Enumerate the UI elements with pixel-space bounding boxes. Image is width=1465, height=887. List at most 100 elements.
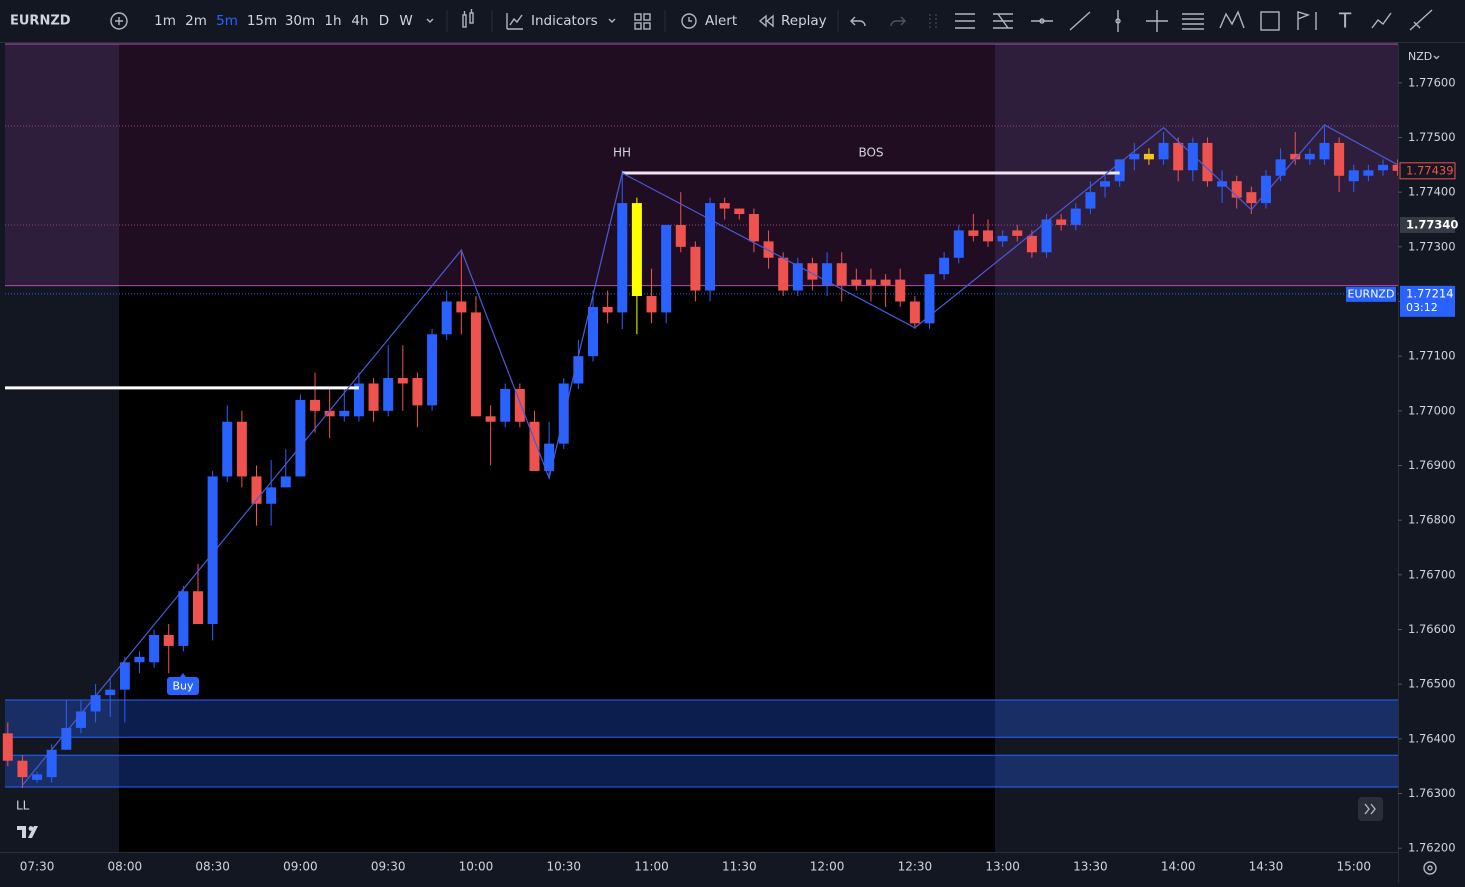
axis-labels: 1.776001.775001.774001.773001.772001.771… xyxy=(20,75,1459,873)
candle-body xyxy=(705,203,716,291)
scroll-button[interactable] xyxy=(1358,797,1383,821)
candle-body xyxy=(544,443,555,471)
y-tick-label: 1.76700 xyxy=(1408,567,1456,581)
candle-body xyxy=(1056,219,1067,225)
candle-body xyxy=(880,279,891,286)
candle-body xyxy=(1217,181,1228,187)
candle-body xyxy=(514,388,525,422)
y-tick-label: 1.77100 xyxy=(1408,349,1456,363)
logo[interactable] xyxy=(17,826,38,838)
redo[interactable] xyxy=(890,16,906,27)
drawing-tools[interactable]: T xyxy=(929,9,1433,33)
undo[interactable] xyxy=(850,16,866,27)
candle-body xyxy=(1173,142,1184,171)
candle-body xyxy=(1275,159,1286,176)
interval-menu[interactable] xyxy=(426,18,434,23)
candle-body xyxy=(1114,159,1125,182)
interval[interactable]: 4h xyxy=(351,13,368,29)
candle-body xyxy=(631,203,642,297)
last-price-label: 1.77214 xyxy=(1406,286,1454,300)
candle-body xyxy=(675,224,686,247)
close-badge xyxy=(1399,162,1456,180)
candle-body xyxy=(2,733,13,761)
chart-style[interactable] xyxy=(462,9,474,28)
y-tick-label: 1.76200 xyxy=(1408,841,1456,855)
candle-body xyxy=(924,274,935,324)
candle-body xyxy=(383,378,394,411)
buy-label: Buy xyxy=(172,680,194,693)
candle-body xyxy=(222,421,233,477)
candle-body xyxy=(763,241,774,258)
interval[interactable]: 1h xyxy=(324,13,341,29)
x-tick-label: 10:30 xyxy=(546,860,581,874)
button-label: Replay xyxy=(781,13,827,29)
indicators-menu[interactable] xyxy=(608,18,616,23)
x-tick-label: 10:00 xyxy=(459,860,494,874)
interval[interactable]: 1m xyxy=(154,13,176,29)
candle-body xyxy=(500,388,511,422)
candle-body xyxy=(822,263,833,286)
candle-body xyxy=(1334,142,1345,176)
candle-body xyxy=(1392,164,1403,171)
candle-body xyxy=(865,279,876,286)
x-tick-label: 13:00 xyxy=(985,860,1020,874)
candle-body xyxy=(1129,153,1140,160)
interval[interactable]: 2m xyxy=(185,13,207,29)
add-symbol[interactable] xyxy=(110,12,128,30)
candle-body xyxy=(1231,181,1242,198)
zone xyxy=(5,44,1398,286)
interval[interactable]: 30m xyxy=(285,13,315,29)
currency-menu[interactable] xyxy=(1433,55,1440,60)
interval[interactable]: D xyxy=(379,13,389,29)
candle-body xyxy=(1070,208,1081,225)
candle-body xyxy=(75,711,86,728)
indicators-button[interactable]: Indicators xyxy=(506,13,598,30)
zone xyxy=(5,755,1398,787)
x-tick-label: 15:00 xyxy=(1336,860,1371,874)
candle-body xyxy=(485,416,496,422)
svg-text:T: T xyxy=(1338,9,1352,33)
candle-body xyxy=(1246,192,1257,204)
interval[interactable]: 15m xyxy=(247,13,277,29)
interval[interactable]: 5m xyxy=(216,13,238,29)
session-bg xyxy=(119,44,995,852)
candle-body xyxy=(1085,192,1096,209)
candle-body xyxy=(1202,142,1213,182)
candle-body xyxy=(1378,164,1389,171)
candle-body xyxy=(1304,153,1315,160)
x-tick-label: 11:30 xyxy=(722,860,757,874)
y-tick-label: 1.77600 xyxy=(1408,75,1456,89)
layouts[interactable] xyxy=(634,13,651,30)
bos-label: BOS xyxy=(858,146,883,160)
candle-body xyxy=(939,257,950,275)
settings[interactable] xyxy=(1423,861,1437,875)
candle-body xyxy=(1363,170,1374,176)
y-tick-label: 1.76800 xyxy=(1408,513,1456,527)
candle-body xyxy=(339,410,350,417)
x-tick-label: 13:30 xyxy=(1073,860,1108,874)
price-line-label: 1.77340 xyxy=(1406,217,1458,231)
candle-body xyxy=(119,662,130,690)
candle-body xyxy=(690,246,701,291)
symbol[interactable]: EURNZD xyxy=(10,14,71,29)
candle-body xyxy=(134,656,145,663)
x-tick-label: 12:30 xyxy=(898,860,933,874)
candle-body xyxy=(1319,142,1330,160)
y-tick-label: 1.76400 xyxy=(1408,731,1456,745)
x-tick-label: 08:00 xyxy=(108,860,143,874)
candle-body xyxy=(310,399,321,411)
interval[interactable]: W xyxy=(399,13,412,29)
x-tick-label: 11:00 xyxy=(634,860,669,874)
candle-body xyxy=(470,312,481,417)
candle-body xyxy=(280,476,291,488)
candle-body xyxy=(61,727,72,750)
replay-button[interactable]: Replay xyxy=(758,13,827,29)
symbol-badge xyxy=(1346,286,1396,302)
y-tick-label: 1.76300 xyxy=(1408,786,1456,800)
currency[interactable]: NZD xyxy=(1408,50,1432,63)
alert-button[interactable]: Alert xyxy=(681,13,737,29)
candle-body xyxy=(90,695,101,712)
candle-body xyxy=(266,487,277,504)
candle-body xyxy=(353,383,364,417)
